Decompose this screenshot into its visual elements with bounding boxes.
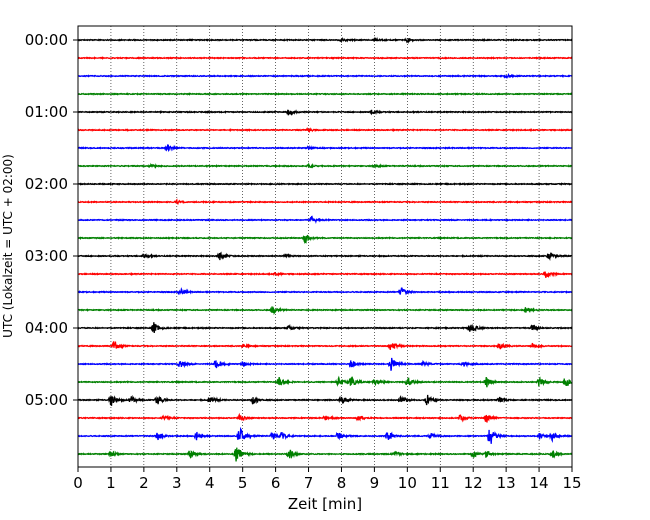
plot-frame (77, 25, 573, 468)
seismogram-trace-0015 (77, 56, 573, 60)
y-tick-label: 00:00 (25, 31, 68, 49)
seismogram-trace-0200 (77, 182, 573, 186)
seismogram-trace-0530 (77, 426, 573, 444)
x-tick-label: 11 (431, 474, 450, 492)
seismogram-trace-0145 (77, 162, 573, 170)
y-tick-label: 05:00 (25, 391, 68, 409)
x-tick-label: 14 (530, 474, 549, 492)
seismogram-trace-0130 (77, 143, 573, 153)
seismogram-trace-0415 (77, 341, 573, 350)
seismogram-trace-0430 (77, 357, 573, 371)
x-tick-label: 5 (238, 474, 248, 492)
x-tick-label: 1 (106, 474, 116, 492)
seismogram-trace-0245 (77, 234, 573, 245)
x-tick-label: 0 (73, 474, 83, 492)
y-axis-ticks: 00:00 01:00 02:00 03:00 04:00 05:00 (25, 31, 78, 409)
x-tick-label: 7 (304, 474, 314, 492)
seismogram-trace-0515 (77, 412, 573, 423)
x-tick-label: 4 (205, 474, 215, 492)
x-tick-label: 3 (172, 474, 182, 492)
x-tick-label: 15 (562, 474, 581, 492)
y-tick-label: 02:00 (25, 175, 68, 193)
seismogram-trace-0215 (77, 198, 573, 206)
x-tick-label: 2 (139, 474, 149, 492)
seismogram-trace-0315 (77, 271, 573, 278)
seismogram-trace-0545 (77, 447, 573, 462)
seismogram-trace-0000 (77, 36, 573, 44)
y-tick-label: 04:00 (25, 319, 68, 337)
seismogram-trace-0115 (77, 126, 573, 134)
x-tick-label: 8 (337, 474, 347, 492)
seismogram-trace-0100 (77, 109, 573, 116)
x-axis-title: Zeit [min] (288, 495, 362, 513)
x-tick-label: 13 (497, 474, 516, 492)
seismogram-trace-0345 (77, 306, 573, 316)
x-tick-label: 10 (398, 474, 417, 492)
seismogram-trace-0445 (77, 375, 573, 388)
x-tick-label: 9 (370, 474, 380, 492)
x-tick-label: 6 (271, 474, 281, 492)
seismogram-trace-0400 (77, 322, 573, 334)
y-axis-title: UTC (Lokalzeit = UTC + 02:00) (1, 154, 15, 338)
x-axis-ticks: 0 1 2 3 4 5 6 7 8 9 10 11 12 13 14 15 (73, 467, 582, 492)
seismogram-trace-0030 (77, 72, 573, 80)
y-tick-label: 03:00 (25, 247, 68, 265)
seismogram-trace-0500 (77, 394, 573, 406)
x-tick-label: 12 (464, 474, 483, 492)
seismogram-traces (77, 36, 573, 462)
seismogram-trace-0230 (77, 215, 573, 224)
seismogram-trace-0300 (77, 251, 573, 262)
seismogram-trace-0045 (77, 92, 573, 96)
seismogram-trace-0330 (77, 287, 573, 296)
y-tick-label: 01:00 (25, 103, 68, 121)
